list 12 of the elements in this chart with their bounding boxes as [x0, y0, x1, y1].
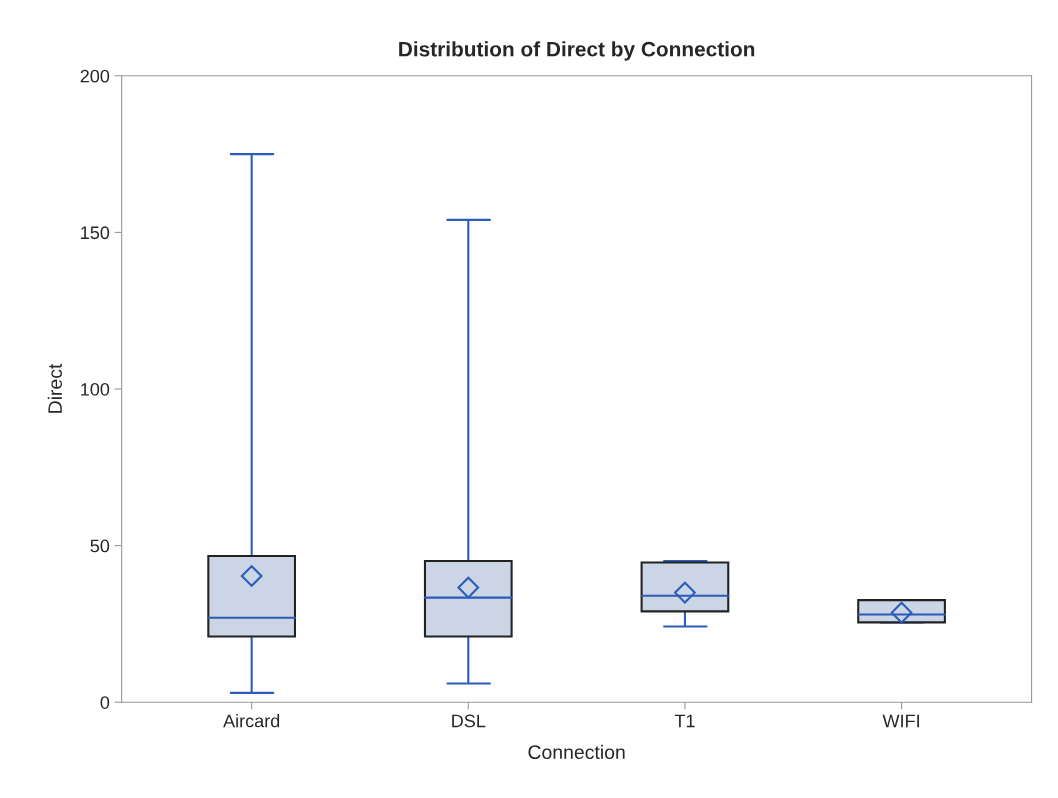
x-tick-label: Aircard [223, 714, 280, 728]
y-tick-label: 200 [80, 69, 110, 83]
y-tick-label: 150 [81, 226, 110, 240]
y-tick-label: 100 [81, 382, 110, 396]
x-tick-label: T1 [674, 714, 695, 728]
y-axis-title: Direct [47, 363, 63, 413]
y-tick-label: 0 [100, 696, 110, 709]
y-tick-label: 50 [90, 539, 110, 553]
x-tick-label: DSL [452, 714, 486, 728]
x-axis-title: Connection [528, 744, 625, 760]
x-tick-label: WIFI [882, 714, 919, 728]
chart-title: Distribution of Direct by Connection [399, 41, 755, 61]
